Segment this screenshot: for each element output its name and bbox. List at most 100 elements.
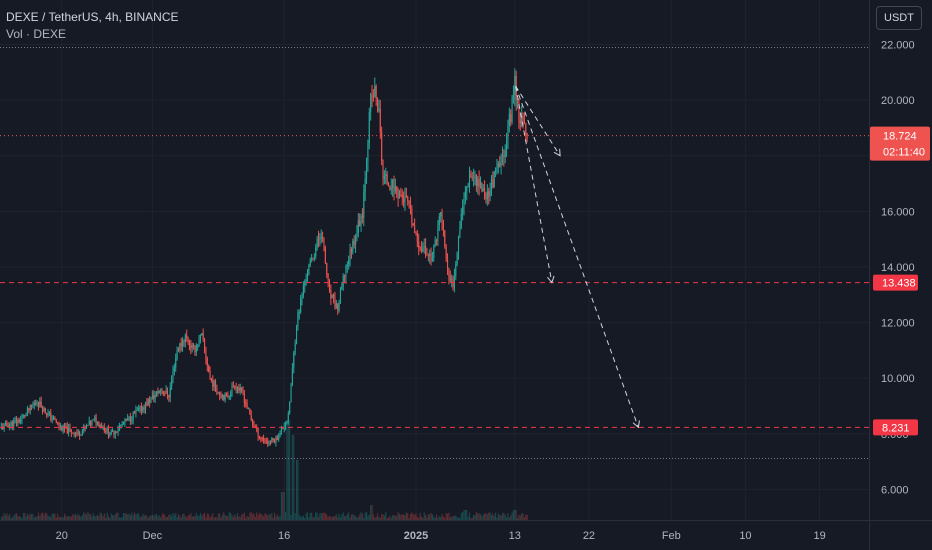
candle-body: [300, 298, 302, 313]
volume-bar: [101, 513, 103, 520]
candle-body: [338, 301, 340, 311]
candle-body: [492, 179, 494, 188]
candle-body: [158, 390, 160, 394]
volume-bar: [164, 515, 166, 520]
price-tick-label: 10.000: [881, 373, 915, 385]
volume-bar: [312, 516, 314, 520]
candle-body: [324, 247, 326, 263]
volume-bar: [479, 514, 482, 520]
volume-bar: [118, 517, 120, 520]
volume-indicator-label[interactable]: Vol · DEXE: [6, 27, 67, 41]
candle-body: [199, 335, 201, 339]
candle-body: [35, 402, 37, 404]
volume-bar: [182, 514, 184, 520]
volume-bar: [488, 512, 490, 520]
volume-bars: [0, 420, 528, 520]
volume-bar: [106, 512, 108, 520]
candle-body: [453, 275, 455, 288]
volume-bar: [35, 516, 37, 520]
volume-bar: [254, 516, 256, 520]
volume-bar: [390, 517, 392, 520]
current-price-label: 18.724: [883, 131, 917, 143]
candle-body: [315, 248, 317, 257]
volume-bar: [431, 514, 433, 520]
candle-body: [147, 399, 149, 406]
volume-bar: [183, 513, 185, 520]
candle-body: [225, 393, 228, 396]
volume-bar: [357, 517, 359, 520]
horizontal-levels[interactable]: [0, 47, 869, 459]
volume-bar: [77, 513, 79, 520]
volume-bar: [378, 516, 380, 520]
volume-bar: [128, 513, 130, 520]
volume-bar: [444, 517, 446, 520]
candle-body: [76, 433, 78, 435]
volume-bar: [58, 516, 60, 520]
time-axis[interactable]: 20 Dec 16 2025 13 22 Feb 10 19: [56, 530, 826, 542]
volume-bar: [107, 515, 110, 520]
volume-bar: [411, 512, 413, 520]
candle-body: [235, 387, 237, 389]
candle-body: [95, 417, 97, 424]
volume-bar: [105, 517, 107, 520]
volume-bar: [356, 517, 358, 520]
candle-body: [246, 403, 248, 409]
candle-body: [468, 174, 471, 185]
candle-body: [25, 412, 27, 417]
volume-bar: [201, 515, 203, 520]
volume-bar: [257, 515, 259, 520]
candle-body: [346, 264, 348, 266]
candle-body: [232, 386, 234, 388]
volume-bar: [94, 515, 96, 520]
candle-body: [191, 344, 193, 349]
candle-body: [42, 407, 44, 412]
candle-body: [257, 428, 259, 437]
volume-bar: [88, 513, 90, 520]
candle-body: [360, 215, 362, 226]
candle-body: [297, 312, 299, 327]
candle-body: [269, 441, 271, 443]
candle-body: [77, 431, 79, 434]
volume-bar: [32, 513, 34, 520]
candle-body: [294, 343, 296, 353]
projection-arrowhead: [547, 275, 555, 284]
candle-body: [337, 303, 339, 311]
volume-bar: [342, 512, 344, 520]
candle-body: [271, 438, 273, 443]
candle-body: [488, 191, 490, 197]
candle-body: [418, 241, 420, 248]
candle-body: [467, 184, 469, 187]
candle-body: [40, 401, 42, 408]
candle-body: [404, 195, 406, 203]
volume-bar: [313, 517, 315, 520]
time-tick-label: 10: [739, 530, 751, 542]
candle-body: [261, 438, 263, 440]
candle-body: [150, 397, 152, 403]
candle-body: [376, 98, 379, 111]
time-tick-label: 16: [278, 530, 290, 542]
volume-bar: [57, 513, 59, 520]
volume-bar: [464, 510, 466, 520]
candle-body: [21, 416, 23, 420]
volume-bar: [492, 513, 494, 520]
volume-bar: [396, 515, 398, 520]
currency-unit-button[interactable]: USDT: [876, 6, 922, 30]
volume-bar: [478, 513, 480, 520]
candle-body: [201, 333, 203, 336]
candle-body: [161, 390, 163, 392]
volume-bar: [425, 514, 427, 520]
candle-body: [164, 393, 166, 395]
volume-bar: [232, 516, 234, 520]
symbol-title[interactable]: DEXE / TetherUS, 4h, BINANCE: [6, 10, 179, 24]
volume-bar: [168, 514, 170, 520]
volume-bar: [482, 514, 484, 520]
projection-arrows[interactable]: [515, 85, 640, 429]
candle-body: [451, 279, 453, 281]
candle-body: [322, 236, 324, 239]
candle-body: [361, 215, 363, 219]
price-tick-label: 12.000: [881, 318, 915, 330]
candle-body: [485, 198, 487, 200]
volume-bar: [4, 515, 7, 520]
volume-bar: [195, 512, 197, 520]
